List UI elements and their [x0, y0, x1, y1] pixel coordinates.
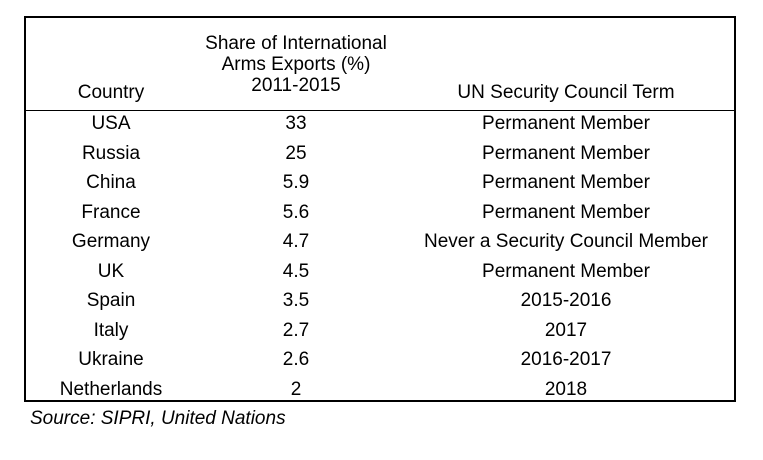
header-divider — [26, 110, 734, 111]
cell-country: UK — [97, 260, 125, 282]
cell-country: USA — [91, 113, 131, 134]
header-share-line-1: Share of International — [205, 33, 387, 54]
cell-country: Germany — [71, 231, 151, 252]
header-un-term: UN Security Council Term — [457, 82, 675, 103]
cell-country: Ukraine — [78, 349, 144, 370]
header-country: Country — [77, 82, 145, 103]
cell-share: 2.6 — [282, 349, 310, 370]
header-share: Share of International Arms Exports (%) … — [196, 33, 396, 96]
cell-share: 5.6 — [282, 201, 310, 223]
cell-un-term: Permanent Member — [482, 142, 650, 164]
header-share-line-3: 2011-2015 — [251, 75, 341, 96]
cell-un-term: 2016-2017 — [520, 349, 612, 370]
cell-un-term: Permanent Member — [482, 113, 650, 134]
cell-un-term: Never a Security Council Member — [423, 231, 709, 252]
cell-country: Spain — [86, 290, 136, 311]
cell-country: Russia — [81, 142, 141, 164]
cell-share: 33 — [285, 113, 307, 134]
arms-exports-table: Country Share of International Arms Expo… — [24, 16, 736, 402]
cell-un-term: 2018 — [544, 378, 588, 400]
source-note: Source: SIPRI, United Nations — [30, 408, 286, 429]
cell-un-term: Permanent Member — [482, 172, 650, 193]
cell-un-term: Permanent Member — [482, 201, 650, 223]
cell-share: 25 — [285, 142, 307, 164]
cell-un-term: 2017 — [544, 319, 588, 341]
cell-country: Italy — [93, 319, 129, 341]
header-share-line-2: Arms Exports (%) — [221, 54, 371, 75]
cell-country: China — [86, 172, 136, 193]
cell-share: 2 — [290, 378, 302, 400]
cell-share: 2.7 — [282, 319, 310, 341]
cell-share: 3.5 — [282, 290, 310, 311]
cell-country: France — [81, 201, 141, 223]
cell-share: 4.5 — [282, 260, 310, 282]
cell-share: 4.7 — [282, 231, 310, 252]
cell-un-term: Permanent Member — [482, 260, 650, 282]
cell-country: Netherlands — [59, 378, 163, 400]
cell-share: 5.9 — [282, 172, 310, 193]
cell-un-term: 2015-2016 — [520, 290, 612, 311]
